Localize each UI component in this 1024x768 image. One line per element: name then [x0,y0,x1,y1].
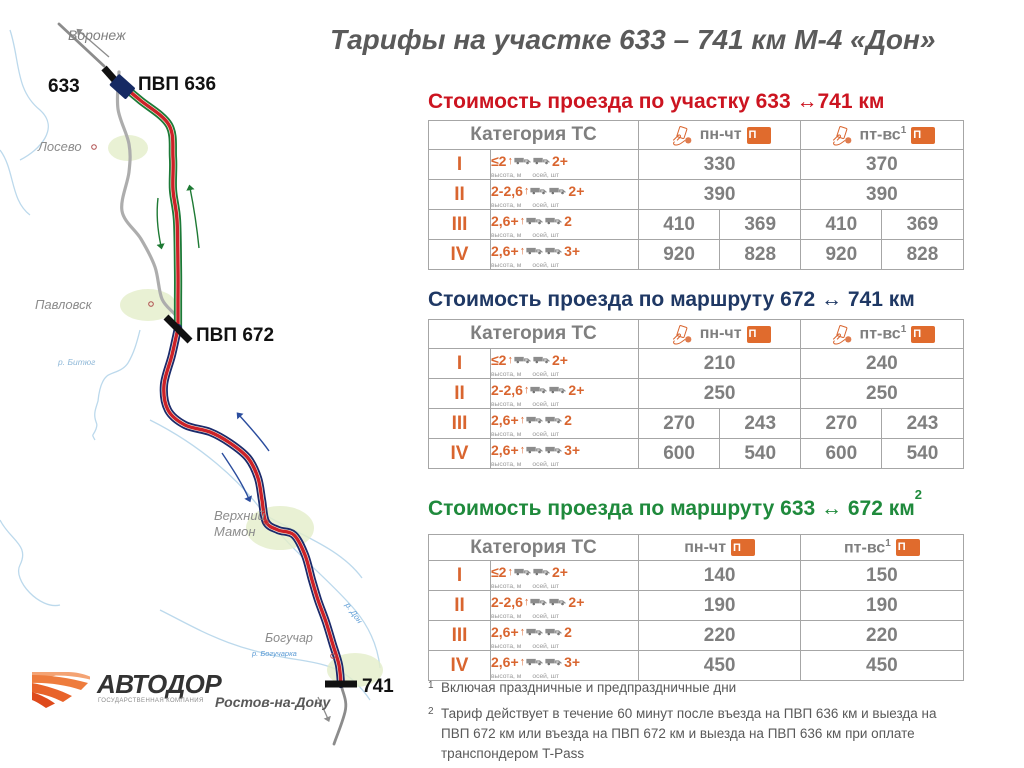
svg-text:Богучар: Богучар [265,631,313,645]
svg-text:Воронеж: Воронеж [68,27,127,43]
svg-text:ПВП 672: ПВП 672 [196,325,274,346]
svg-text:633: 633 [48,76,80,97]
svg-text:741: 741 [362,676,394,697]
svg-text:ГОСУДАРСТВЕННАЯ КОМПАНИЯ: ГОСУДАРСТВЕННАЯ КОМПАНИЯ [98,698,204,704]
svg-text:Лосево: Лосево [37,139,82,154]
svg-text:Верхний: Верхний [214,508,265,523]
svg-text:Ростов-на-Дону: Ростов-на-Дону [215,694,331,710]
svg-text:р. Битюг: р. Битюг [57,357,95,367]
svg-text:р. Дон: р. Дон [343,600,365,626]
svg-text:ПВП 636: ПВП 636 [138,74,216,95]
svg-text:АВТОДОР: АВТОДОР [96,669,222,699]
svg-text:Павловск: Павловск [35,297,93,312]
svg-text:Мамон: Мамон [214,524,256,539]
svg-text:р. Богучарка: р. Богучарка [251,649,297,658]
